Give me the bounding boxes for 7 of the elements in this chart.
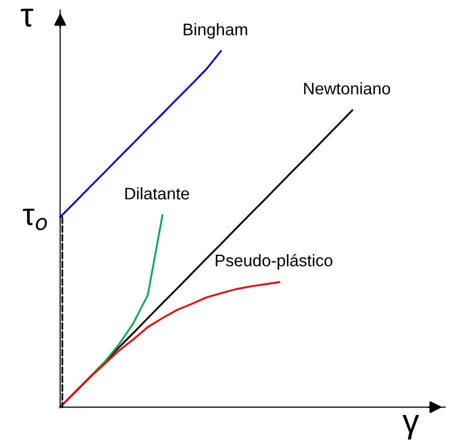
text: τ$_{o}$: [22, 208, 47, 230]
series-label: Pseudo-plástico: [216, 254, 332, 270]
x-axis-title: γ: [402, 415, 420, 440]
series-label: Bingham: [184, 23, 248, 39]
y-axis-title: τ: [20, 8, 34, 27]
series-label: Newtoniano: [304, 82, 390, 94]
series-label: Dilatante: [125, 187, 190, 200]
